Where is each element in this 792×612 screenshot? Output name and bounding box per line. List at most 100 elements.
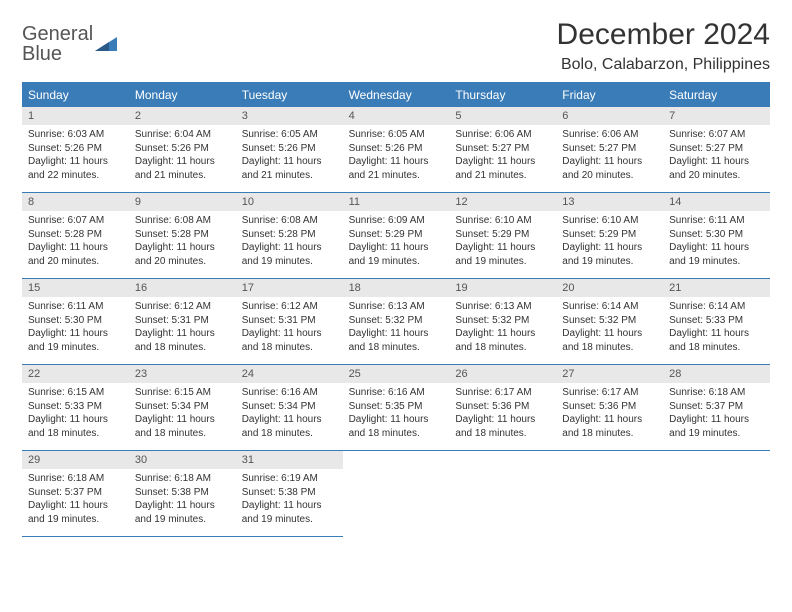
title-block: December 2024 Bolo, Calabarzon, Philippi…: [557, 18, 770, 74]
cell-line: Daylight: 11 hours: [135, 241, 230, 255]
cell-line: Sunrise: 6:04 AM: [135, 128, 230, 142]
cell-line: Daylight: 11 hours: [669, 327, 764, 341]
calendar-cell: 11Sunrise: 6:09 AMSunset: 5:29 PMDayligh…: [343, 193, 450, 279]
cell-line: Daylight: 11 hours: [135, 499, 230, 513]
calendar-cell: 16Sunrise: 6:12 AMSunset: 5:31 PMDayligh…: [129, 279, 236, 365]
cell-body: Sunrise: 6:09 AMSunset: 5:29 PMDaylight:…: [343, 211, 450, 268]
cell-body: Sunrise: 6:19 AMSunset: 5:38 PMDaylight:…: [236, 469, 343, 526]
cell-line: Sunset: 5:27 PM: [562, 142, 657, 156]
cell-line: Sunrise: 6:03 AM: [28, 128, 123, 142]
calendar-cell: [343, 451, 450, 537]
cell-body: Sunrise: 6:15 AMSunset: 5:33 PMDaylight:…: [22, 383, 129, 440]
calendar-cell: 23Sunrise: 6:15 AMSunset: 5:34 PMDayligh…: [129, 365, 236, 451]
calendar-cell: 12Sunrise: 6:10 AMSunset: 5:29 PMDayligh…: [449, 193, 556, 279]
cell-body: Sunrise: 6:11 AMSunset: 5:30 PMDaylight:…: [663, 211, 770, 268]
cell-line: Sunrise: 6:14 AM: [669, 300, 764, 314]
date-number: 6: [556, 107, 663, 125]
calendar-cell: 19Sunrise: 6:13 AMSunset: 5:32 PMDayligh…: [449, 279, 556, 365]
cell-line: Sunset: 5:38 PM: [242, 486, 337, 500]
cell-line: Sunrise: 6:13 AM: [455, 300, 550, 314]
date-number: 27: [556, 365, 663, 383]
date-number: 30: [129, 451, 236, 469]
cell-line: and 19 minutes.: [28, 341, 123, 355]
cell-line: Sunrise: 6:10 AM: [562, 214, 657, 228]
cell-line: Sunrise: 6:09 AM: [349, 214, 444, 228]
cell-line: and 20 minutes.: [135, 255, 230, 269]
cell-line: Daylight: 11 hours: [349, 327, 444, 341]
cell-line: and 18 minutes.: [455, 341, 550, 355]
date-number: 7: [663, 107, 770, 125]
date-number: 2: [129, 107, 236, 125]
date-number: 26: [449, 365, 556, 383]
cell-line: Sunset: 5:35 PM: [349, 400, 444, 414]
cell-line: and 21 minutes.: [455, 169, 550, 183]
header: General Blue December 2024 Bolo, Calabar…: [22, 18, 770, 74]
cell-line: Sunrise: 6:12 AM: [135, 300, 230, 314]
cell-body: Sunrise: 6:18 AMSunset: 5:37 PMDaylight:…: [22, 469, 129, 526]
cell-line: Sunset: 5:29 PM: [562, 228, 657, 242]
cell-body: Sunrise: 6:16 AMSunset: 5:35 PMDaylight:…: [343, 383, 450, 440]
cell-body: Sunrise: 6:08 AMSunset: 5:28 PMDaylight:…: [129, 211, 236, 268]
cell-line: and 19 minutes.: [242, 513, 337, 527]
cell-line: Sunset: 5:36 PM: [455, 400, 550, 414]
cell-line: Daylight: 11 hours: [242, 155, 337, 169]
cell-body: Sunrise: 6:08 AMSunset: 5:28 PMDaylight:…: [236, 211, 343, 268]
cell-line: and 20 minutes.: [669, 169, 764, 183]
location-text: Bolo, Calabarzon, Philippines: [557, 56, 770, 74]
calendar-cell: 10Sunrise: 6:08 AMSunset: 5:28 PMDayligh…: [236, 193, 343, 279]
cell-line: Sunset: 5:31 PM: [135, 314, 230, 328]
cell-line: Sunset: 5:28 PM: [242, 228, 337, 242]
cell-line: Sunset: 5:26 PM: [135, 142, 230, 156]
date-number: 19: [449, 279, 556, 297]
cell-line: Sunset: 5:29 PM: [349, 228, 444, 242]
cell-line: Sunrise: 6:12 AM: [242, 300, 337, 314]
calendar-cell: 5Sunrise: 6:06 AMSunset: 5:27 PMDaylight…: [449, 107, 556, 193]
cell-line: Sunrise: 6:05 AM: [349, 128, 444, 142]
cell-line: Sunset: 5:36 PM: [562, 400, 657, 414]
date-number: 13: [556, 193, 663, 211]
calendar-cell: 14Sunrise: 6:11 AMSunset: 5:30 PMDayligh…: [663, 193, 770, 279]
date-number: 8: [22, 193, 129, 211]
cell-body: Sunrise: 6:16 AMSunset: 5:34 PMDaylight:…: [236, 383, 343, 440]
calendar-cell: [556, 451, 663, 537]
cell-body: Sunrise: 6:10 AMSunset: 5:29 PMDaylight:…: [556, 211, 663, 268]
date-number: 10: [236, 193, 343, 211]
cell-line: Daylight: 11 hours: [455, 155, 550, 169]
cell-line: Daylight: 11 hours: [28, 155, 123, 169]
date-number: 3: [236, 107, 343, 125]
cell-line: Sunset: 5:38 PM: [135, 486, 230, 500]
cell-line: Daylight: 11 hours: [562, 413, 657, 427]
calendar-cell: 4Sunrise: 6:05 AMSunset: 5:26 PMDaylight…: [343, 107, 450, 193]
cell-line: Daylight: 11 hours: [562, 155, 657, 169]
date-number: 28: [663, 365, 770, 383]
date-number: 14: [663, 193, 770, 211]
cell-line: Daylight: 11 hours: [349, 241, 444, 255]
cell-line: and 21 minutes.: [242, 169, 337, 183]
cell-body: Sunrise: 6:11 AMSunset: 5:30 PMDaylight:…: [22, 297, 129, 354]
brand-logo: General Blue: [22, 18, 117, 64]
cell-line: Daylight: 11 hours: [242, 413, 337, 427]
cell-line: Sunset: 5:26 PM: [349, 142, 444, 156]
cell-body: Sunrise: 6:15 AMSunset: 5:34 PMDaylight:…: [129, 383, 236, 440]
brand-line2: Blue: [22, 44, 93, 64]
cell-line: and 19 minutes.: [669, 427, 764, 441]
cell-line: Sunset: 5:30 PM: [28, 314, 123, 328]
calendar-cell: 17Sunrise: 6:12 AMSunset: 5:31 PMDayligh…: [236, 279, 343, 365]
cell-line: Daylight: 11 hours: [28, 499, 123, 513]
day-header: Monday: [129, 83, 236, 107]
cell-line: Sunset: 5:32 PM: [349, 314, 444, 328]
cell-line: Sunrise: 6:18 AM: [135, 472, 230, 486]
date-number: 9: [129, 193, 236, 211]
cell-line: Sunset: 5:33 PM: [28, 400, 123, 414]
cell-line: and 18 minutes.: [242, 427, 337, 441]
cell-line: Sunrise: 6:05 AM: [242, 128, 337, 142]
cell-line: Sunrise: 6:13 AM: [349, 300, 444, 314]
cell-line: Sunset: 5:28 PM: [135, 228, 230, 242]
cell-line: Sunrise: 6:17 AM: [455, 386, 550, 400]
calendar-cell: 30 Sunrise: 6:18 AMSunset: 5:38 PMDayligh…: [129, 451, 236, 537]
cell-line: and 20 minutes.: [562, 169, 657, 183]
cell-line: Sunrise: 6:14 AM: [562, 300, 657, 314]
day-header: Sunday: [22, 83, 129, 107]
cell-line: Daylight: 11 hours: [242, 327, 337, 341]
calendar-grid: SundayMondayTuesdayWednesdayThursdayFrid…: [22, 82, 770, 537]
